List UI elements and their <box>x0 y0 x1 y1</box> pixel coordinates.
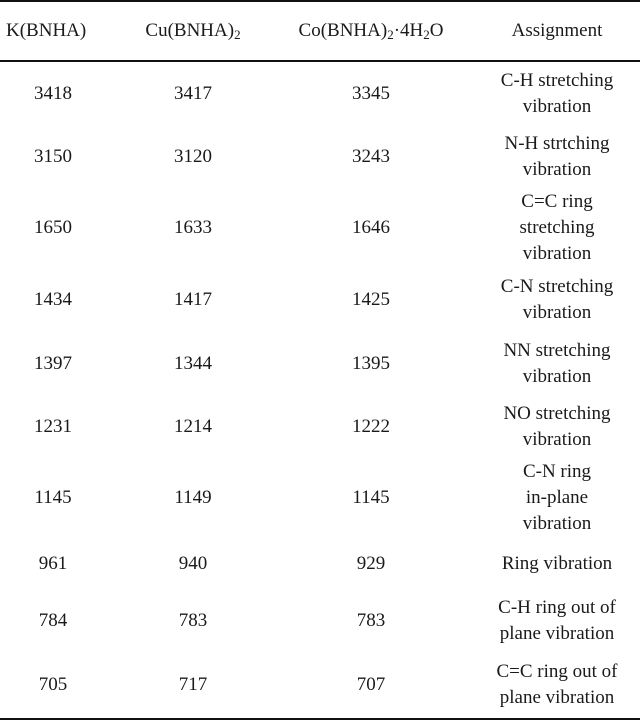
header-cu-bnha-main: Cu(BNHA) <box>145 20 235 41</box>
cell-co-bnha: 1646 <box>352 217 390 238</box>
cell-cu-bnha: 940 <box>178 553 208 574</box>
assignment-line: C=C ring out of <box>496 661 618 682</box>
cell-k-bnha: 1397 <box>34 353 72 374</box>
cell-k-bnha: 1231 <box>34 415 72 437</box>
table-row: 1231 1214 1222 NO stretching vibration <box>0 396 640 457</box>
cell-assignment: C-H stretching vibration <box>474 61 640 125</box>
cell-assignment: C-H ring out of plane vibration <box>474 590 640 652</box>
table-row: 1650 1633 1646 C=C ring stretching vibration <box>0 188 640 268</box>
table-row: 1434 1417 1425 C-N stretching vibration <box>0 268 640 332</box>
table-row: 3150 3120 3243 N-H strtching vibration <box>0 125 640 188</box>
assignment-line: vibration <box>522 512 592 534</box>
cell-k-bnha: 1650 <box>34 217 72 238</box>
cell-co-bnha: 1425 <box>352 289 390 310</box>
assignment-line: vibration <box>522 95 592 117</box>
header-row: K(BNHA) Cu(BNHA)2 Co(BNHA)2·4H2O Assignm… <box>0 0 640 62</box>
header-co-bnha-subscript: 2 <box>387 27 394 42</box>
assignment-line: vibration <box>522 158 592 180</box>
assignment-line: C-N stretching <box>500 276 614 297</box>
cell-cu-bnha: 783 <box>178 610 208 631</box>
cell-cu-bnha: 1214 <box>174 415 212 437</box>
assignment-line: C=C ring <box>521 191 593 212</box>
assignment-line: C-H stretching <box>500 69 614 91</box>
cell-k-bnha: 3418 <box>34 82 72 104</box>
cell-co-bnha: 1395 <box>352 353 390 374</box>
cell-assignment: C=C ring stretching vibration <box>474 188 640 268</box>
assignment-line: plane vibration <box>499 687 615 708</box>
assignment-line: C-H ring out of <box>498 597 616 618</box>
header-assignment: Assignment <box>474 0 640 62</box>
cell-k-bnha: 784 <box>38 610 68 631</box>
table-header: K(BNHA) Cu(BNHA)2 Co(BNHA)2·4H2O Assignm… <box>0 0 640 62</box>
cell-k-bnha: 1145 <box>34 486 72 508</box>
cell-cu-bnha: 717 <box>118 652 268 720</box>
header-co-bnha-hydrate: ·4H <box>393 20 424 41</box>
cell-cu-bnha: 1417 <box>174 289 212 310</box>
cell-co-bnha: 3243 <box>352 145 390 167</box>
header-cu-bnha-subscript: 2 <box>234 27 241 42</box>
cell-k-bnha: 3150 <box>34 145 72 167</box>
table-row: 784 783 783 C-H ring out of plane vibration <box>0 590 640 652</box>
assignment-line: vibration <box>522 366 592 387</box>
cell-assignment: C-N ring in-plane vibration <box>474 457 640 538</box>
cell-co-bnha: 1222 <box>352 415 390 437</box>
header-cu-bnha: Cu(BNHA)2 <box>118 0 268 62</box>
table-row: 705 717 707 C=C ring out of plane vibration <box>0 652 640 720</box>
cell-assignment: Ring vibration <box>474 538 640 590</box>
header-k-bnha: K(BNHA) <box>0 0 118 62</box>
assignment-line: plane vibration <box>499 623 615 644</box>
cell-assignment: C-N stretching vibration <box>474 268 640 332</box>
cell-co-bnha: 783 <box>356 610 386 631</box>
table-body: 3418 3417 3345 C-H stretching vibration 3150 3… <box>0 61 640 720</box>
assignment-line: N-H strtching <box>504 132 610 154</box>
cell-cu-bnha: 3120 <box>174 145 212 167</box>
cell-cu-bnha: 3417 <box>174 82 212 104</box>
cell-assignment: C=C ring out of plane vibration <box>474 652 640 720</box>
cell-k-bnha: 1434 <box>34 289 72 310</box>
table-row: 1397 1344 1395 NN stretching vibration <box>0 332 640 396</box>
header-co-bnha-subscript-2: 2 <box>423 27 430 42</box>
cell-assignment: NO stretching vibration <box>474 396 640 457</box>
table-row: 1145 1149 1145 C-N ring in-plane vibration <box>0 457 640 538</box>
assignment-line: vibration <box>522 243 592 264</box>
table-row: 961 940 929 Ring vibration <box>0 538 640 590</box>
assignment-line: stretching <box>519 217 595 238</box>
header-co-bnha: Co(BNHA)2·4H2O <box>268 0 474 62</box>
header-co-bnha-tail: O <box>429 20 444 41</box>
assignment-line: C-N ring <box>522 460 592 482</box>
cell-co-bnha: 707 <box>268 652 474 720</box>
cell-k-bnha: 705 <box>0 652 118 720</box>
table-row: 3418 3417 3345 C-H stretching vibration <box>0 61 640 125</box>
cell-k-bnha: 961 <box>38 553 68 574</box>
assignment-line: NO stretching <box>503 402 611 424</box>
cell-assignment: NN stretching vibration <box>474 332 640 396</box>
assignment-line: Ring vibration <box>501 553 613 574</box>
cell-co-bnha: 1145 <box>352 486 390 508</box>
assignment-line: NN stretching <box>503 340 611 361</box>
assignment-line: in-plane <box>525 486 589 508</box>
cell-co-bnha: 929 <box>356 553 386 574</box>
cell-assignment: N-H strtching vibration <box>474 125 640 188</box>
assignment-line: vibration <box>522 428 592 450</box>
cell-cu-bnha: 1344 <box>174 353 212 374</box>
cell-co-bnha: 3345 <box>352 82 390 104</box>
cell-cu-bnha: 1149 <box>174 486 212 508</box>
header-co-bnha-main: Co(BNHA) <box>298 20 388 41</box>
assignment-line: vibration <box>522 302 592 323</box>
cell-cu-bnha: 1633 <box>174 217 212 238</box>
